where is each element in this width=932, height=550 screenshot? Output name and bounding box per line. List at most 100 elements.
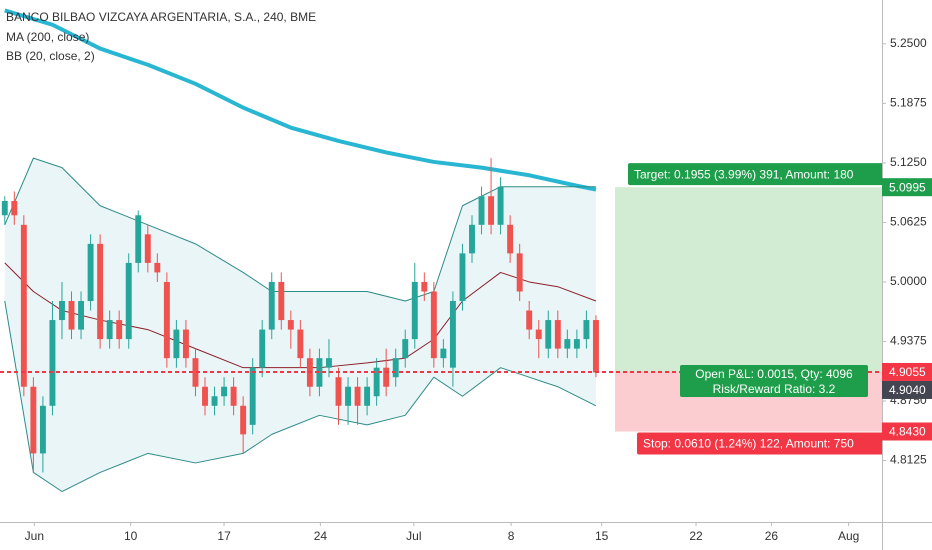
candle-body xyxy=(411,281,418,340)
price-marker xyxy=(882,178,932,197)
candle-body xyxy=(488,196,495,225)
candle-body xyxy=(202,386,208,406)
candle-body xyxy=(507,224,514,254)
candle-body xyxy=(545,320,552,349)
position-label: Target: 0.1955 (3.99%) 391, Amount: 180 xyxy=(634,167,854,181)
x-tick-label: Aug xyxy=(838,529,859,543)
candle-body xyxy=(497,186,504,225)
candle-body xyxy=(182,329,189,359)
indicator-line xyxy=(4,157,596,302)
x-tick-label: 8 xyxy=(508,529,515,543)
y-tick-label: 5.0625 xyxy=(890,215,927,229)
candle-body xyxy=(87,243,94,302)
candle-body xyxy=(459,253,466,302)
candle-body xyxy=(364,386,371,406)
plot-area xyxy=(1,8,882,493)
candle-body xyxy=(49,320,56,406)
candle-body xyxy=(173,329,180,359)
x-tick-label: Jun xyxy=(25,529,44,543)
candle-body xyxy=(402,339,409,359)
candle-body xyxy=(211,396,218,406)
candle-body xyxy=(430,291,437,359)
x-tick-label: 15 xyxy=(595,529,609,543)
candle-body xyxy=(392,358,399,378)
candle-body xyxy=(326,358,332,368)
candle-body xyxy=(30,386,37,454)
candle-body xyxy=(335,377,342,406)
price-marker xyxy=(882,380,932,399)
pnl-text: Open P&L: 0.0015, Qty: 4096 xyxy=(695,367,853,381)
pnl-box xyxy=(680,364,868,397)
candle-body xyxy=(116,320,123,340)
pnl-text: Risk/Reward Ratio: 3.2 xyxy=(713,382,836,396)
candle-body xyxy=(20,224,27,387)
candle-body xyxy=(78,301,85,330)
indicator-legend: BB (20, close, 2) xyxy=(6,49,95,63)
candle-body xyxy=(526,310,533,330)
candle-body xyxy=(11,200,18,216)
candle-body xyxy=(97,243,104,340)
candle-body xyxy=(268,281,275,330)
candle-body xyxy=(592,320,599,373)
candle-body xyxy=(478,196,485,225)
candle-body xyxy=(354,386,361,406)
y-tick-label: 5.0000 xyxy=(890,274,927,288)
x-tick-label: 26 xyxy=(765,529,779,543)
candle-body xyxy=(240,405,247,435)
price-marker xyxy=(882,422,932,441)
candle-body xyxy=(383,367,390,387)
candle-body xyxy=(221,386,228,397)
x-tick-label: 10 xyxy=(124,529,138,543)
time-axis-bg xyxy=(0,522,882,550)
candle-body xyxy=(192,358,199,387)
y-tick-label: 5.1875 xyxy=(890,96,927,110)
position-label-bg xyxy=(628,163,900,186)
price-marker-label: 5.0995 xyxy=(889,180,926,194)
candle-body xyxy=(345,386,351,406)
position-label-bg xyxy=(637,432,900,455)
candle-body xyxy=(144,234,151,263)
chart-title: BANCO BILBAO VIZCAYA ARGENTARIA, S.A., 2… xyxy=(6,10,316,24)
candle-body xyxy=(421,281,428,292)
price-marker-label: 4.9040 xyxy=(889,383,926,397)
candle-body xyxy=(440,348,447,359)
candle-body xyxy=(583,320,590,340)
position-label: Stop: 0.0610 (1.24%) 122, Amount: 750 xyxy=(643,437,854,451)
candle-body xyxy=(125,262,132,340)
candle-body xyxy=(573,339,580,349)
candle-body xyxy=(106,320,113,340)
candle-body xyxy=(316,358,323,387)
candle-body xyxy=(259,329,266,368)
indicator-line xyxy=(4,300,597,493)
target-zone xyxy=(615,187,882,372)
candle-body xyxy=(1,200,8,216)
candle-body xyxy=(154,262,161,273)
candle-body xyxy=(469,224,475,254)
x-tick-label: 17 xyxy=(217,529,231,543)
price-marker-label: 4.9055 xyxy=(889,365,926,379)
y-tick-label: 5.1250 xyxy=(890,155,927,169)
y-tick-label: 4.8125 xyxy=(890,453,927,467)
x-tick-label: 24 xyxy=(314,529,328,543)
candle-body xyxy=(449,301,456,368)
candle-body xyxy=(287,320,294,330)
indicator-legend: MA (200, close) xyxy=(6,30,89,44)
candle-body xyxy=(39,405,46,454)
candle-body xyxy=(564,339,571,349)
price-marker xyxy=(882,362,932,381)
price-axis-bg xyxy=(882,0,932,550)
y-tick-label: 5.2500 xyxy=(890,36,927,50)
x-tick-label: Jul xyxy=(406,529,421,543)
candle-body xyxy=(278,281,285,321)
candle-body xyxy=(249,367,256,425)
candle-body xyxy=(516,253,523,292)
candle-body xyxy=(230,386,237,406)
x-tick-label: 22 xyxy=(689,529,703,543)
candle-body xyxy=(135,215,142,263)
candle-body xyxy=(163,281,170,359)
candle-body xyxy=(554,320,561,349)
candle-body xyxy=(59,301,65,321)
indicator-line xyxy=(4,8,597,192)
y-tick-label: 4.9375 xyxy=(890,334,927,348)
